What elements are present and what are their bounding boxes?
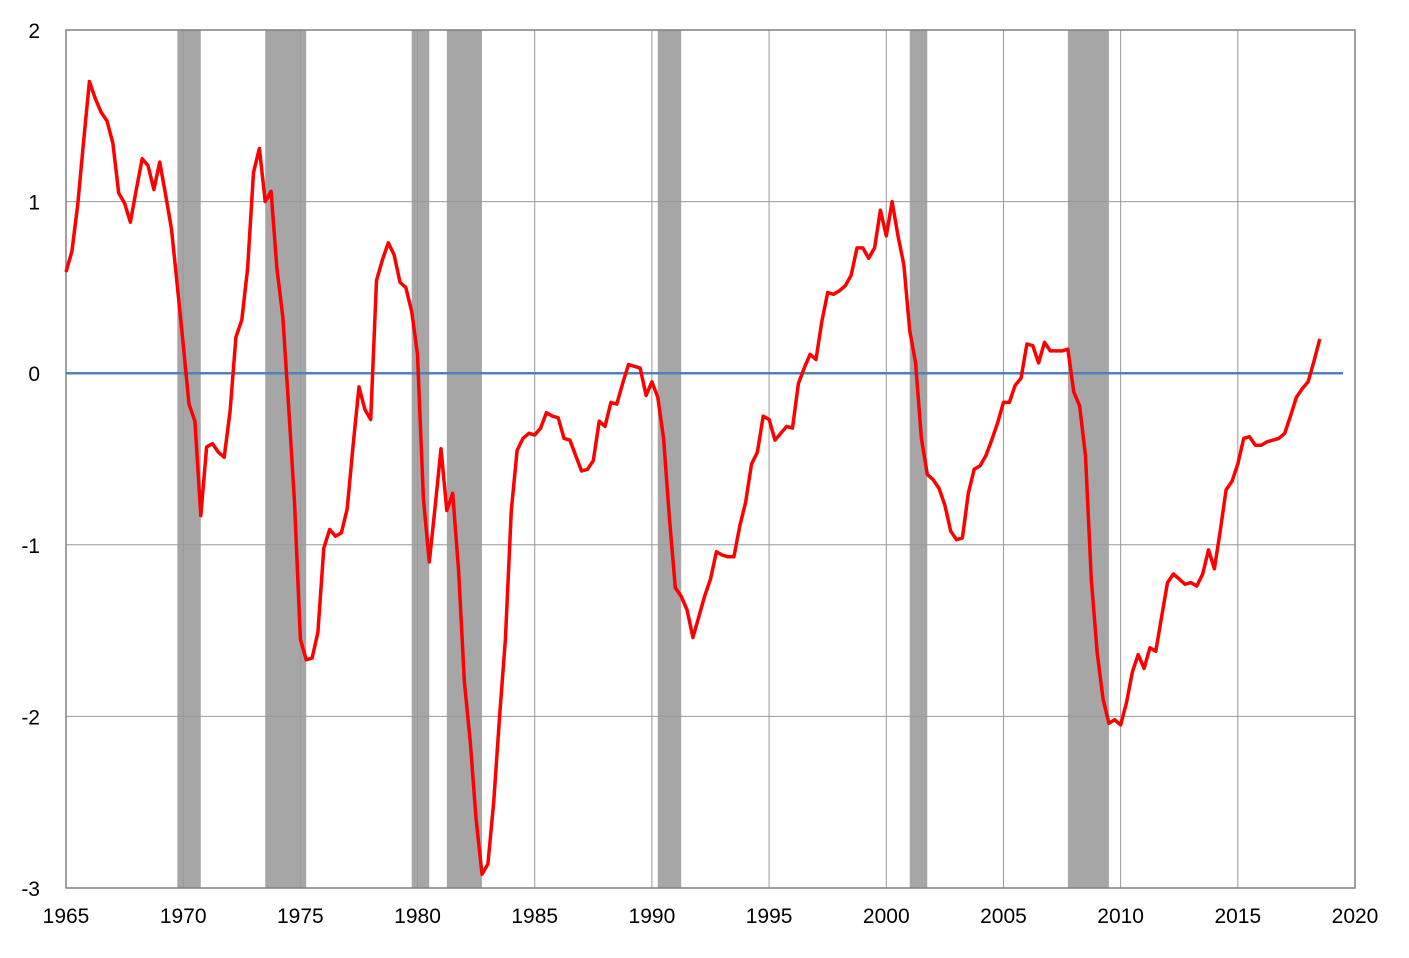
- x-tick-label: 1990: [629, 905, 676, 928]
- x-tick-label: 1975: [277, 905, 324, 928]
- x-tick-label: 2010: [1097, 905, 1144, 928]
- x-tick-label: 2005: [980, 905, 1027, 928]
- x-tick-label: 2000: [863, 905, 910, 928]
- y-tick-label: -2: [21, 706, 40, 729]
- x-tick-label: 1970: [160, 905, 207, 928]
- x-tick-label: 2015: [1214, 905, 1261, 928]
- recession-bands: [177, 30, 1109, 888]
- x-tick-label: 1985: [511, 905, 558, 928]
- recession-band-5: [657, 30, 682, 888]
- recession-band-7: [1067, 30, 1109, 888]
- x-tick-label: 2020: [1332, 905, 1379, 928]
- y-tick-label: 0: [28, 363, 40, 386]
- gridlines: [66, 30, 1355, 888]
- plot-area-frame: [65, 29, 1356, 889]
- y-axis-tick-labels: 2 1 0 -1 -2 -3: [21, 20, 40, 901]
- y-tick-label: 1: [28, 192, 40, 215]
- x-tick-label: 1965: [43, 905, 90, 928]
- recession-band-6: [909, 30, 928, 888]
- recession-band-2: [265, 30, 307, 888]
- series-line: [64, 79, 1322, 877]
- x-tick-label: 1995: [746, 905, 793, 928]
- y-tick-label: -1: [21, 535, 40, 558]
- recession-band-4: [446, 30, 482, 888]
- x-axis-tick-labels: 1965 1970 1975 1980 1985 1990 1995 2000 2005 2010…: [43, 905, 1379, 928]
- y-tick-label: 2: [28, 20, 40, 43]
- y-tick-label: -3: [21, 878, 40, 901]
- x-tick-label: 1980: [394, 905, 441, 928]
